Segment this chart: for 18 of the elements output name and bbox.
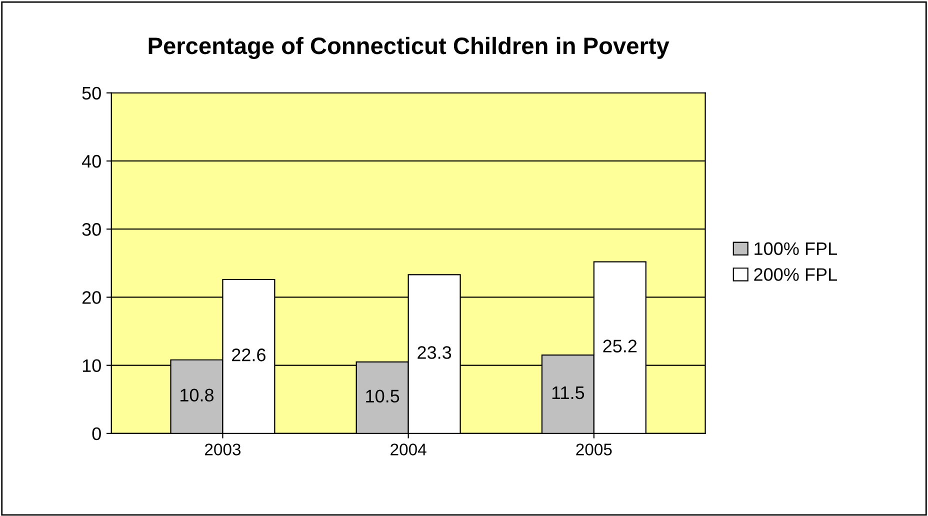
chart-title: Percentage of Connecticut Children in Poverty	[148, 36, 670, 59]
y-tick-label: 50	[82, 86, 101, 100]
data-label: 22.6	[232, 348, 266, 362]
y-tick-label: 10	[82, 359, 101, 372]
y-tick-label: 30	[82, 223, 101, 236]
legend-label: 100% FPL	[754, 242, 837, 256]
y-tick-label: 40	[82, 154, 101, 168]
data-label: 25.2	[603, 340, 637, 352]
data-label: 11.5	[552, 386, 584, 400]
data-label: 10.8	[180, 388, 214, 402]
y-tick-label: 20	[82, 291, 101, 304]
x-tick-label: 2005	[576, 444, 612, 456]
legend-label: 200% FPL	[754, 268, 837, 281]
y-tick-label: 0	[92, 427, 101, 440]
data-label: 23.3	[418, 346, 452, 359]
x-tick-label: 2003	[205, 444, 241, 456]
data-label: 10.5	[366, 390, 400, 403]
x-tick-label: 2004	[390, 444, 426, 456]
